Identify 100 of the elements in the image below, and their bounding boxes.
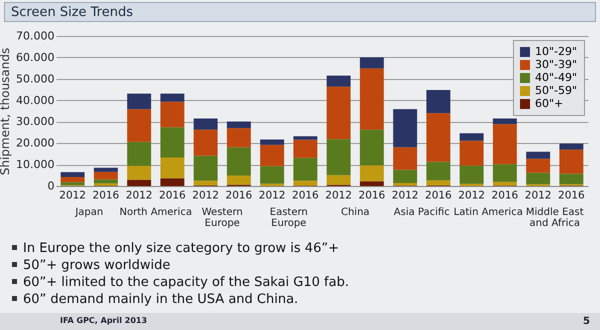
- x-tick-label: 2012: [392, 190, 418, 202]
- bar: [326, 86, 351, 140]
- bar: [492, 124, 517, 164]
- x-tick-label: 2016: [558, 190, 586, 202]
- bar: [160, 127, 184, 158]
- x-tick-label: 2012: [59, 190, 86, 202]
- x-tick-label: 2012: [524, 190, 552, 202]
- bar: [492, 164, 517, 182]
- bar: [393, 170, 418, 183]
- bar: [526, 172, 550, 184]
- text: 5: [583, 316, 590, 327]
- legend-label: 30"-39": [535, 58, 578, 71]
- bar: [393, 183, 418, 186]
- bar: [226, 176, 251, 185]
- x-tick-label: 2016: [358, 190, 386, 202]
- text: China: [340, 207, 370, 218]
- bar: [559, 174, 584, 184]
- bar: [360, 130, 384, 166]
- bar: [492, 182, 517, 186]
- chart-title: Screen Size Trends: [4, 2, 596, 22]
- x-tick-label: 2016: [425, 190, 452, 202]
- text: IFA GPC, April 2013: [60, 316, 148, 325]
- bar: [60, 177, 85, 182]
- text: Latin America: [454, 207, 523, 218]
- bar: [160, 94, 184, 102]
- bar: [194, 130, 218, 156]
- x-tick-label: 2012: [458, 190, 485, 202]
- text: In Europe the only size category to grow is 46”+: [23, 241, 339, 256]
- x-tick-label: 2016: [159, 190, 186, 202]
- y-tick-label: 0: [48, 180, 54, 192]
- x-tick-label: 2012: [192, 190, 219, 202]
- y-tick-label: 10.000: [16, 158, 54, 172]
- bar: [393, 109, 418, 148]
- y-tick-label: 50.000: [16, 72, 54, 86]
- bar: [260, 144, 284, 166]
- bar: [194, 156, 218, 181]
- x-tick-label: 2012: [258, 190, 286, 202]
- bar: [492, 118, 517, 124]
- bar: [226, 147, 251, 176]
- y-tick-label: 60.000: [16, 50, 54, 64]
- bar: [160, 178, 184, 186]
- bar: [127, 180, 152, 186]
- bar: [559, 150, 584, 174]
- bar: [260, 140, 284, 145]
- bar: [360, 165, 384, 182]
- bar: [293, 140, 318, 158]
- bar: [326, 139, 351, 176]
- bar: [160, 102, 184, 128]
- bar: [460, 133, 484, 141]
- legend-label: 50"-59": [535, 84, 578, 97]
- bar: [393, 147, 418, 170]
- bar: [127, 142, 152, 166]
- bar: [360, 57, 384, 68]
- bar: [426, 113, 450, 162]
- y-tick-label: 20.000: [16, 136, 54, 150]
- bar: [94, 179, 118, 184]
- bar: [293, 158, 318, 181]
- bar: [194, 118, 218, 130]
- bar: [559, 144, 584, 150]
- text: Eastern Europe: [270, 207, 308, 229]
- y-tick-label: 40.000: [16, 94, 54, 107]
- bar: [127, 109, 152, 142]
- text: Western Europe: [202, 207, 243, 229]
- legend-label: 40"-49": [535, 71, 578, 84]
- bar: [460, 166, 484, 184]
- x-tick-label: 2012: [325, 190, 352, 202]
- x-tick-label: 2016: [492, 190, 519, 202]
- bar: [226, 128, 251, 148]
- bar: [127, 94, 152, 110]
- bar: [526, 158, 550, 173]
- y-tick-label: 70.000: [16, 30, 54, 42]
- text: 60”+ limited to the capacity of the Sakai G10 fab.: [23, 275, 349, 290]
- x-tick-label: 2016: [226, 190, 253, 202]
- y-tick-label: 30.000: [16, 115, 54, 128]
- bar: [293, 180, 318, 186]
- bar: [460, 140, 484, 166]
- bar: [426, 90, 450, 114]
- bar: [326, 175, 351, 185]
- x-tick-label: 2012: [126, 190, 152, 202]
- x-tick-label: 2016: [292, 190, 320, 202]
- bar: [127, 166, 152, 180]
- text: Asia Pacific: [394, 207, 450, 218]
- y-axis-title: Shipment, thousands: [0, 48, 12, 176]
- text: 50”+ grows worldwide: [23, 258, 170, 273]
- bar: [326, 76, 351, 87]
- text: Japan: [74, 207, 104, 218]
- bar: [426, 180, 450, 186]
- bar: [360, 68, 384, 130]
- bar: [94, 183, 118, 186]
- bar: [194, 180, 218, 186]
- text: North America: [120, 207, 192, 218]
- bar: [160, 158, 184, 178]
- bar: [94, 168, 118, 172]
- bar: [226, 122, 251, 128]
- x-tick-label: 2016: [92, 190, 120, 202]
- bar: [260, 166, 284, 184]
- legend-label: 10"-29": [535, 45, 578, 58]
- legend-label: 60"+: [535, 97, 564, 110]
- bar: [94, 172, 118, 180]
- bar: [60, 182, 85, 186]
